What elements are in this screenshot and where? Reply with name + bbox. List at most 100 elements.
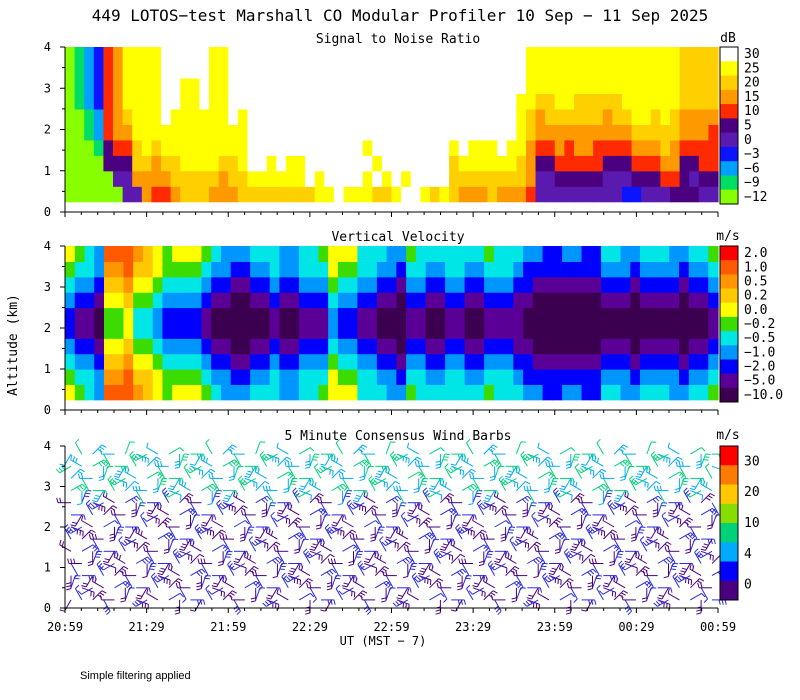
wind-barb-flag xyxy=(631,507,637,511)
wind-barb-flag xyxy=(691,535,696,540)
wind-barb-flag xyxy=(102,560,109,564)
wind-barb-flag xyxy=(161,487,167,492)
wind-barb-shaft xyxy=(509,539,517,552)
velocity-cell xyxy=(269,322,281,339)
wind-barb-flag xyxy=(573,543,579,546)
wind-barb-shaft xyxy=(244,556,256,564)
snr-cell xyxy=(362,139,373,156)
wind-barb-flag xyxy=(229,592,235,596)
wind-barb-flag xyxy=(490,566,495,571)
velocity-cell xyxy=(630,261,641,278)
velocity-cell xyxy=(162,384,173,401)
wind-barb-flag xyxy=(348,502,353,507)
snr-cell xyxy=(468,186,479,203)
velocity-cell xyxy=(367,384,378,401)
wind-barb-shaft xyxy=(135,490,144,503)
wind-barb-flag xyxy=(276,546,279,552)
snr-cell xyxy=(564,186,575,203)
wind-barb-flag xyxy=(466,457,469,463)
snr-cell xyxy=(343,62,354,79)
wind-barb-shaft xyxy=(135,541,146,552)
snr-cell xyxy=(545,124,556,141)
wind-barb-flag xyxy=(59,539,62,545)
wind-barb-shaft xyxy=(574,466,583,479)
wind-barb-shaft xyxy=(335,514,344,527)
snr-cell xyxy=(257,186,268,203)
wind-barb-flag xyxy=(449,467,454,472)
snr-cell xyxy=(583,108,594,125)
wind-barb-shaft xyxy=(672,576,680,589)
wind-barb-flag xyxy=(408,559,414,564)
velocity-cell xyxy=(240,246,251,262)
wind-barb-flag xyxy=(507,551,510,557)
snr-cell xyxy=(612,108,623,125)
wind-barb-flag xyxy=(681,502,684,508)
snr-cell xyxy=(545,170,556,187)
velocity-cell xyxy=(347,276,358,293)
wind-barb-flag xyxy=(95,494,101,498)
wind-barb-shaft xyxy=(287,466,296,478)
snr-cell xyxy=(593,186,604,203)
wind-barb-flag xyxy=(287,471,293,477)
wind-barb-shaft xyxy=(146,592,159,601)
snr-cell xyxy=(372,186,383,203)
snr-cell xyxy=(391,62,402,79)
wind-barb-flag xyxy=(513,582,519,587)
wind-barb-flag xyxy=(635,509,638,516)
velocity-cell xyxy=(133,261,144,278)
wind-barb-shaft xyxy=(526,532,539,540)
wind-barb-flag xyxy=(70,524,76,527)
wind-barb-shaft xyxy=(624,505,635,516)
velocity-colorbar-label: −0.2 xyxy=(744,317,775,332)
snr-cell xyxy=(497,124,508,141)
wind-barb-shaft xyxy=(320,502,328,515)
wind-barb-flag xyxy=(385,536,391,539)
velocity-cell xyxy=(562,353,573,370)
wind-barb-shaft xyxy=(103,505,114,516)
wind-barb-flag xyxy=(511,597,517,600)
snr-cell xyxy=(161,155,172,172)
wind-barb-flag xyxy=(461,524,467,527)
wind-barb-flag xyxy=(669,509,675,512)
snr-cell xyxy=(401,139,412,156)
wind-barb-flag xyxy=(228,478,235,481)
wind-barb-shaft xyxy=(92,459,105,467)
wind-barb-flag xyxy=(149,568,155,570)
wind-barb-flag xyxy=(308,578,313,582)
wind-barb-shaft xyxy=(444,538,452,551)
snr-cell xyxy=(516,47,527,64)
snr-cell xyxy=(708,124,719,141)
wind-barb-flag xyxy=(537,588,540,594)
wind-barb-flag xyxy=(642,568,648,572)
wind-barb-flag xyxy=(181,478,184,484)
wind-barb-flag xyxy=(199,553,205,558)
wind-barb-shaft xyxy=(591,459,604,467)
wind-barb-shaft xyxy=(585,527,593,540)
wind-barb-flag xyxy=(536,541,542,546)
wind-barb-shaft xyxy=(385,471,398,479)
wind-barb-flag xyxy=(99,446,105,450)
snr-cell xyxy=(113,155,124,172)
snr-cell xyxy=(391,77,402,95)
velocity-cell xyxy=(74,369,86,385)
snr-cell xyxy=(429,47,441,64)
snr-cell xyxy=(353,77,364,95)
velocity-cell xyxy=(688,369,700,385)
wind-barb-flag xyxy=(428,487,435,491)
velocity-cell xyxy=(610,338,622,355)
velocity-panel-title: Vertical Velocity xyxy=(331,230,464,245)
wind-barb-flag xyxy=(399,501,404,506)
snr-cell xyxy=(420,170,431,187)
velocity-cell xyxy=(649,292,661,309)
velocity-cell xyxy=(474,261,485,278)
snr-cell xyxy=(564,47,575,64)
wind-barb-flag xyxy=(371,509,374,516)
wind-colorbar-swatch xyxy=(720,446,738,466)
wind-barb-flag xyxy=(663,559,668,564)
velocity-cell xyxy=(523,322,534,339)
wind-barb-flag xyxy=(317,497,320,503)
wind-barb-shaft xyxy=(150,576,159,589)
wind-barb-flag xyxy=(163,548,169,551)
snr-cell xyxy=(257,155,268,172)
wind-barb-flag xyxy=(612,503,617,509)
